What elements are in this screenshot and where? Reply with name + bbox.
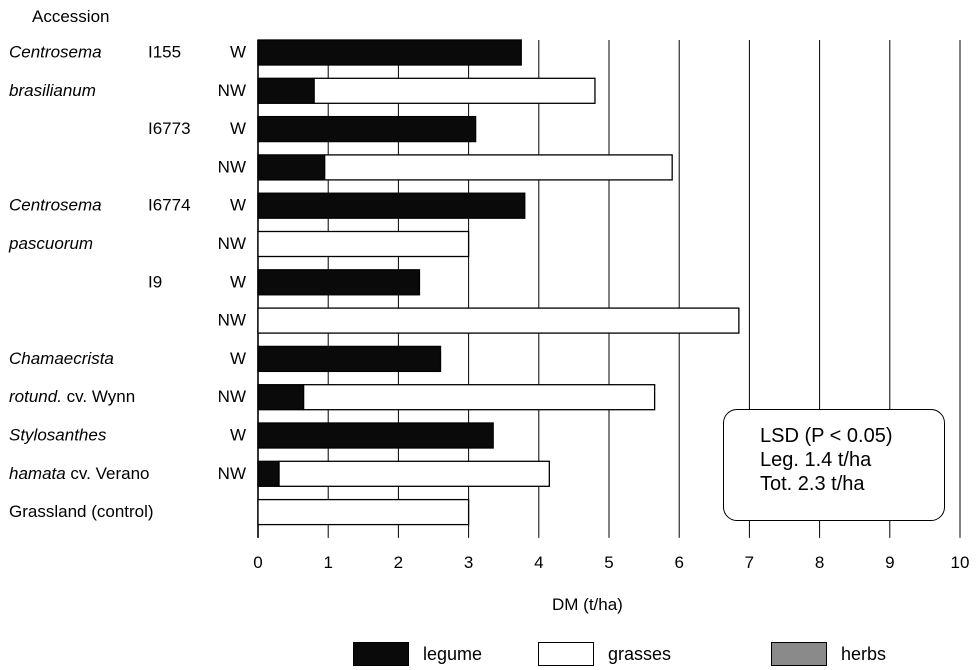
treatment-label: W bbox=[230, 43, 246, 62]
legend: legume grasses herbs bbox=[0, 641, 977, 667]
x-tick-label: 9 bbox=[885, 553, 894, 572]
legend-swatch-herbs bbox=[771, 642, 827, 666]
x-tick-label: 5 bbox=[604, 553, 613, 572]
treatment-label: W bbox=[230, 349, 246, 368]
species-label: brasilianum bbox=[9, 81, 96, 100]
bar-legume bbox=[257, 269, 421, 296]
x-tick-label: 3 bbox=[464, 553, 473, 572]
bar-grasses bbox=[302, 384, 656, 411]
treatment-label: NW bbox=[218, 464, 246, 483]
lsd-title: LSD (P < 0.05) bbox=[760, 425, 893, 447]
row-header: Accession bbox=[32, 7, 109, 26]
bars bbox=[257, 39, 740, 526]
bar-legume bbox=[257, 154, 326, 181]
accession-label: I6774 bbox=[148, 196, 191, 215]
bar-legume bbox=[257, 39, 522, 66]
lsd-total: Tot. 2.3 t/ha bbox=[760, 473, 865, 495]
treatment-label: NW bbox=[218, 311, 246, 330]
species-label: Centrosema bbox=[9, 43, 102, 62]
legend-label-grasses: grasses bbox=[608, 643, 672, 664]
species-label: Grassland (control) bbox=[9, 502, 154, 521]
species-label: rotund. cv. Wynn bbox=[9, 387, 135, 406]
bar-legume bbox=[257, 192, 526, 219]
accession-label: I6773 bbox=[148, 119, 191, 138]
legend-item-grasses: grasses bbox=[538, 641, 671, 667]
x-axis-label: DM (t/ha) bbox=[552, 595, 623, 614]
bar-grasses bbox=[257, 498, 470, 526]
lsd-legume: Leg. 1.4 t/ha bbox=[760, 449, 872, 471]
bar-legume bbox=[257, 115, 477, 143]
species-label: pascuorum bbox=[8, 234, 93, 253]
x-axis-ticks: 0 1 2 3 4 5 6 7 8 9 10 bbox=[253, 553, 969, 572]
treatment-label: W bbox=[230, 272, 246, 291]
accession-label: I9 bbox=[148, 272, 162, 291]
bar-legume bbox=[257, 460, 280, 487]
bar-grasses bbox=[257, 230, 470, 258]
species-label: Stylosanthes bbox=[9, 426, 107, 445]
x-tick-label: 2 bbox=[394, 553, 403, 572]
legend-swatch-legume bbox=[353, 642, 409, 666]
bar-grasses bbox=[313, 77, 596, 104]
bar-legume bbox=[257, 77, 315, 104]
legend-swatch-grasses bbox=[538, 642, 594, 666]
x-tick-label: 0 bbox=[253, 553, 262, 572]
bar-legume bbox=[257, 345, 442, 373]
bar-legume bbox=[257, 384, 305, 411]
legend-label-legume: legume bbox=[423, 643, 483, 664]
species-label: Chamaecrista bbox=[9, 349, 114, 368]
treatment-label: NW bbox=[218, 157, 246, 176]
legend-label-herbs: herbs bbox=[841, 643, 887, 664]
bar-grasses bbox=[257, 307, 740, 334]
legend-item-herbs: herbs bbox=[771, 641, 886, 667]
row-labels: Centrosema brasilianum I155 W NW I6773 W NW Cent… bbox=[8, 43, 246, 522]
x-tick-label: 8 bbox=[815, 553, 824, 572]
treatment-label: W bbox=[230, 196, 246, 215]
bar-grasses bbox=[324, 154, 673, 181]
treatment-label: NW bbox=[218, 234, 246, 253]
treatment-label: NW bbox=[218, 81, 246, 100]
lsd-annotation: LSD (P < 0.05) Leg. 1.4 t/ha Tot. 2.3 t/… bbox=[723, 409, 945, 521]
bar-grasses bbox=[278, 460, 550, 487]
x-tick-label: 4 bbox=[534, 553, 543, 572]
species-label: hamata cv. Verano bbox=[9, 464, 150, 483]
accession-label: I155 bbox=[148, 43, 181, 62]
legend-item-legume: legume bbox=[353, 641, 482, 667]
bar-legume bbox=[257, 422, 494, 449]
treatment-label: W bbox=[230, 119, 246, 138]
treatment-label: W bbox=[230, 426, 246, 445]
x-tick-label: 7 bbox=[745, 553, 754, 572]
x-tick-label: 10 bbox=[951, 553, 970, 572]
x-tick-label: 6 bbox=[674, 553, 683, 572]
species-label: Centrosema bbox=[9, 196, 102, 215]
x-tick-label: 1 bbox=[323, 553, 332, 572]
treatment-label: NW bbox=[218, 387, 246, 406]
